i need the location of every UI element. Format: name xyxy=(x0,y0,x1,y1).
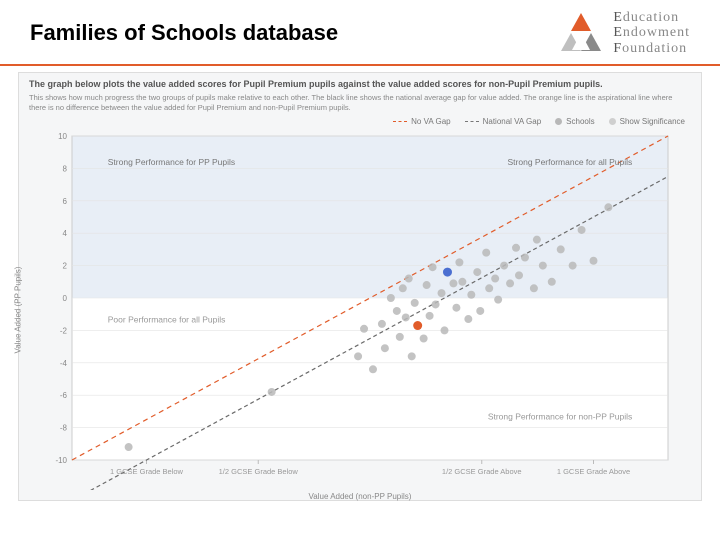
svg-text:-10: -10 xyxy=(55,456,67,465)
svg-text:0: 0 xyxy=(63,294,68,303)
chart-subtitle: This shows how much progress the two gro… xyxy=(29,93,691,113)
svg-text:Strong Performance for all Pup: Strong Performance for all Pupils xyxy=(508,157,633,167)
svg-text:Strong Performance for non-PP: Strong Performance for non-PP Pupils xyxy=(488,411,632,421)
svg-text:-2: -2 xyxy=(60,326,68,335)
eef-logo: EducationEndowmentFoundation xyxy=(559,10,690,56)
legend-item: No VA Gap xyxy=(393,117,450,126)
y-axis-label: Value Added (PP Pupils) xyxy=(14,266,23,353)
legend-item: National VA Gap xyxy=(465,117,542,126)
svg-text:Strong Performance for PP Pupi: Strong Performance for PP Pupils xyxy=(108,157,235,167)
scatter-plot: Value Added (PP Pupils) -10-8-6-4-202468… xyxy=(40,130,680,490)
page-title: Families of Schools database xyxy=(30,20,338,46)
svg-text:1/2 GCSE Grade Below: 1/2 GCSE Grade Below xyxy=(219,467,299,476)
chart-legend: No VA Gap National VA Gap Schools Show Sign… xyxy=(29,117,685,126)
svg-text:1/2 GCSE Grade Above: 1/2 GCSE Grade Above xyxy=(442,467,522,476)
x-axis-label: Value Added (non-PP Pupils) xyxy=(40,492,680,501)
svg-text:-4: -4 xyxy=(60,358,68,367)
svg-text:-8: -8 xyxy=(60,423,68,432)
svg-text:1 GCSE Grade Above: 1 GCSE Grade Above xyxy=(557,467,630,476)
legend-item: Schools xyxy=(555,117,594,126)
legend-item: Show Significance xyxy=(609,117,685,126)
svg-text:4: 4 xyxy=(63,229,68,238)
svg-text:1 GCSE Grade Below: 1 GCSE Grade Below xyxy=(110,467,184,476)
eef-logo-icon xyxy=(559,13,603,53)
svg-text:10: 10 xyxy=(58,132,67,141)
chart-title: The graph below plots the value added sc… xyxy=(29,79,691,89)
svg-text:2: 2 xyxy=(63,261,68,270)
chart-panel: The graph below plots the value added sc… xyxy=(18,72,702,501)
svg-text:6: 6 xyxy=(63,196,68,205)
svg-text:Poor Performance for all Pupil: Poor Performance for all Pupils xyxy=(108,314,226,324)
svg-text:8: 8 xyxy=(63,164,68,173)
eef-logo-text: EducationEndowmentFoundation xyxy=(613,10,690,56)
svg-text:-6: -6 xyxy=(60,391,68,400)
